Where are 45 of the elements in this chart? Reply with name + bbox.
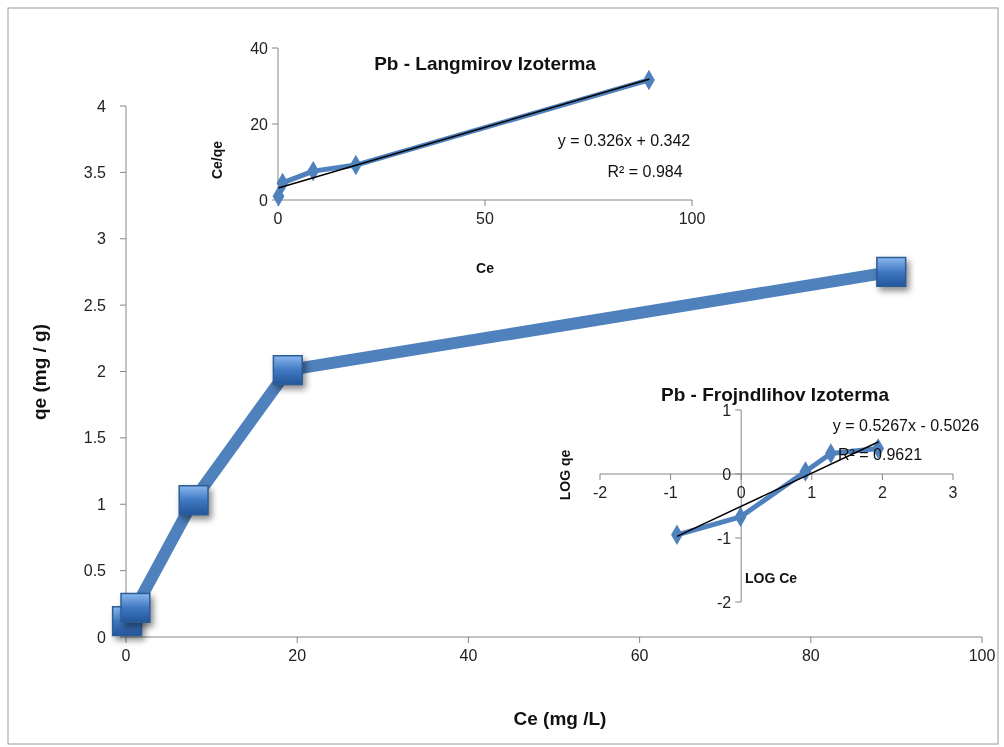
y-tick-label: 0 <box>259 191 269 209</box>
y-tick-label: 2 <box>97 363 107 381</box>
y-axis-title: qe (mg / g) <box>29 323 50 421</box>
point <box>272 355 303 386</box>
x-tick-label: 0 <box>273 210 283 227</box>
y-tick-label: 40 <box>250 39 269 57</box>
y-tick-label: 20 <box>250 115 269 133</box>
x-tick-label: 60 <box>630 647 649 664</box>
x-tick-label: 20 <box>288 647 307 664</box>
x-tick-label: 100 <box>678 210 706 227</box>
point <box>120 592 151 623</box>
chart-title: Pb - Langmirov Izoterma <box>374 53 597 74</box>
x-tick-label: 2 <box>877 484 887 501</box>
annotation: y = 0.5267x - 0.5026 <box>832 417 980 434</box>
y-tick-label: 3.5 <box>83 163 107 181</box>
y-tick-label: 3 <box>97 230 107 248</box>
y-tick-label: 0 <box>722 465 732 483</box>
x-tick-label: 50 <box>476 210 494 227</box>
y-axis-title: Ce/qe <box>209 140 225 180</box>
x-tick-label: 0 <box>736 484 746 501</box>
y-tick-label: -1 <box>716 529 732 547</box>
y-tick-label: 2.5 <box>83 296 107 314</box>
x-axis-title: Ce <box>476 260 495 276</box>
y-tick-label: 4 <box>97 97 107 115</box>
y-tick-label: 0.5 <box>83 562 107 580</box>
annotation: R² = 0.9621 <box>837 446 923 463</box>
point <box>178 485 209 516</box>
y-tick-label: 0 <box>97 628 107 646</box>
y-axis-title: LOG qe <box>557 449 573 501</box>
x-tick-label: 1 <box>807 484 817 501</box>
point <box>876 256 907 288</box>
x-tick-label: 40 <box>459 647 478 664</box>
y-tick-label: 1 <box>97 495 107 513</box>
x-tick-label: -1 <box>663 484 678 501</box>
y-tick-label: -2 <box>716 593 732 611</box>
x-tick-label: 0 <box>121 647 131 664</box>
annotation: R² = 0.984 <box>607 163 683 180</box>
x-tick-label: 80 <box>801 647 820 664</box>
x-tick-label: -2 <box>592 484 608 501</box>
y-tick-label: 1.5 <box>83 429 107 447</box>
x-tick-label: 3 <box>948 484 958 501</box>
x-tick-label: 100 <box>968 647 996 664</box>
x-axis-title: LOG Ce <box>745 570 798 586</box>
x-axis-title: Ce (mg /L) <box>513 708 607 729</box>
annotation: y = 0.326x + 0.342 <box>557 132 691 149</box>
